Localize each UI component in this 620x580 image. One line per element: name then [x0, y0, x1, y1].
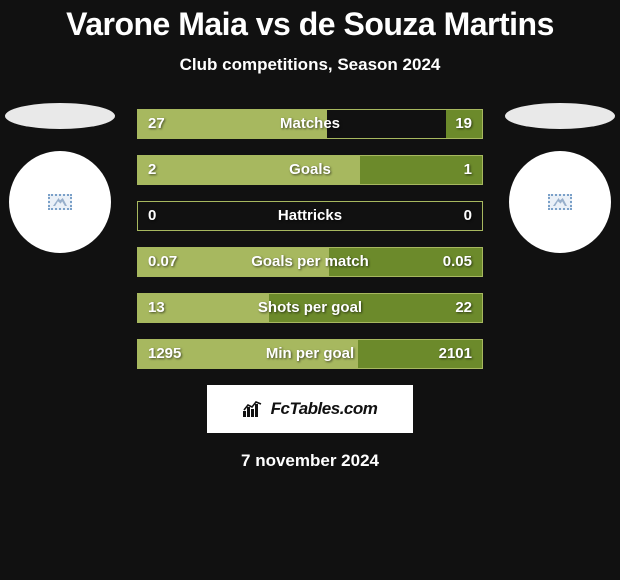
stat-row: 0.070.05Goals per match: [137, 247, 483, 277]
branding-text: FcTables.com: [271, 399, 378, 419]
stat-row: 21Goals: [137, 155, 483, 185]
stat-label: Hattricks: [138, 202, 482, 230]
stat-row: 1322Shots per goal: [137, 293, 483, 323]
stat-bar-left: [138, 110, 327, 138]
stat-row: 0 0Hattricks: [137, 201, 483, 231]
stat-value-left: 0: [148, 202, 156, 230]
player-right-avatar: [509, 151, 611, 253]
placeholder-flag-icon: [48, 194, 72, 210]
branding-box: FcTables.com: [207, 385, 413, 433]
player-left-avatar: [9, 151, 111, 253]
stat-bar-right: [446, 110, 482, 138]
stat-bar-right: [358, 340, 482, 368]
comparison-area: 2719Matches 21Goals 0 0Hattricks 0.070.05Goa…: [0, 109, 620, 369]
player-left-name-ellipse: [5, 103, 115, 129]
page-title: Varone Maia vs de Souza Martins: [0, 0, 620, 43]
stat-bar-right: [360, 156, 482, 184]
stat-bar-left: [138, 156, 360, 184]
stat-bar-right: [329, 248, 482, 276]
placeholder-flag-icon: [548, 194, 572, 210]
player-right-column: [500, 103, 620, 253]
fctables-logo-icon: [243, 401, 265, 417]
stat-row: 2719Matches: [137, 109, 483, 139]
page-root: Varone Maia vs de Souza Martins Club com…: [0, 0, 620, 580]
page-subtitle: Club competitions, Season 2024: [0, 55, 620, 75]
stat-bar-right: [269, 294, 482, 322]
stat-value-right: 0: [464, 202, 472, 230]
comparison-bars: 2719Matches 21Goals 0 0Hattricks 0.070.05Goa…: [137, 109, 483, 369]
stat-bar-left: [138, 340, 358, 368]
stat-bar-left: [138, 248, 329, 276]
stat-bar-left: [138, 294, 269, 322]
player-left-column: [0, 103, 120, 253]
player-right-name-ellipse: [505, 103, 615, 129]
page-date: 7 november 2024: [0, 451, 620, 471]
stat-row: 12952101Min per goal: [137, 339, 483, 369]
